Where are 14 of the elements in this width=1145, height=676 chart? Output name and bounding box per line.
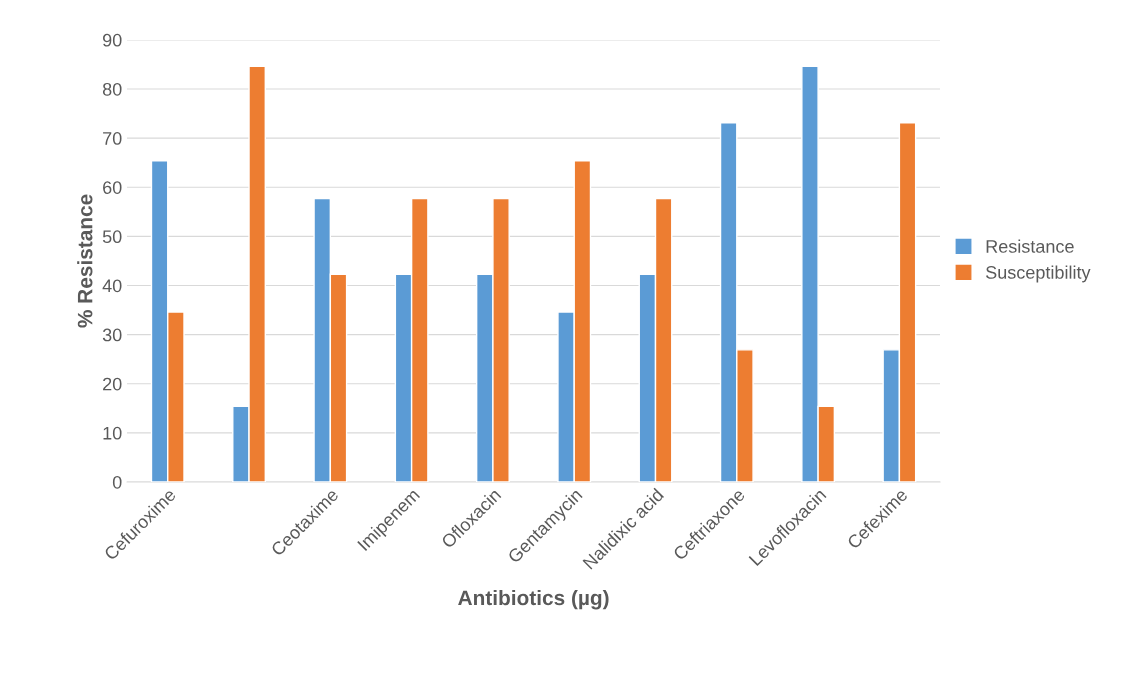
y-tick-label: 0 (112, 475, 122, 489)
y-tick-label: 70 (103, 132, 122, 145)
x-axis-title: Antibiotics (µg) (458, 589, 609, 610)
y-tick-label: 10 (103, 426, 122, 440)
legend-label: Susceptibility (986, 265, 1091, 283)
y-tick-label: 80 (102, 82, 122, 96)
y-tick-label: 20 (103, 377, 122, 391)
legend-label: Resistance (986, 239, 1074, 253)
y-tick-label: 90 (103, 33, 122, 47)
y-tick-label: 50 (102, 230, 122, 244)
y-axis-title: % Resistance (77, 194, 93, 328)
y-tick-label: 40 (102, 279, 122, 293)
y-tick-label: 60 (103, 181, 122, 194)
y-tick-label: 30 (102, 328, 122, 342)
